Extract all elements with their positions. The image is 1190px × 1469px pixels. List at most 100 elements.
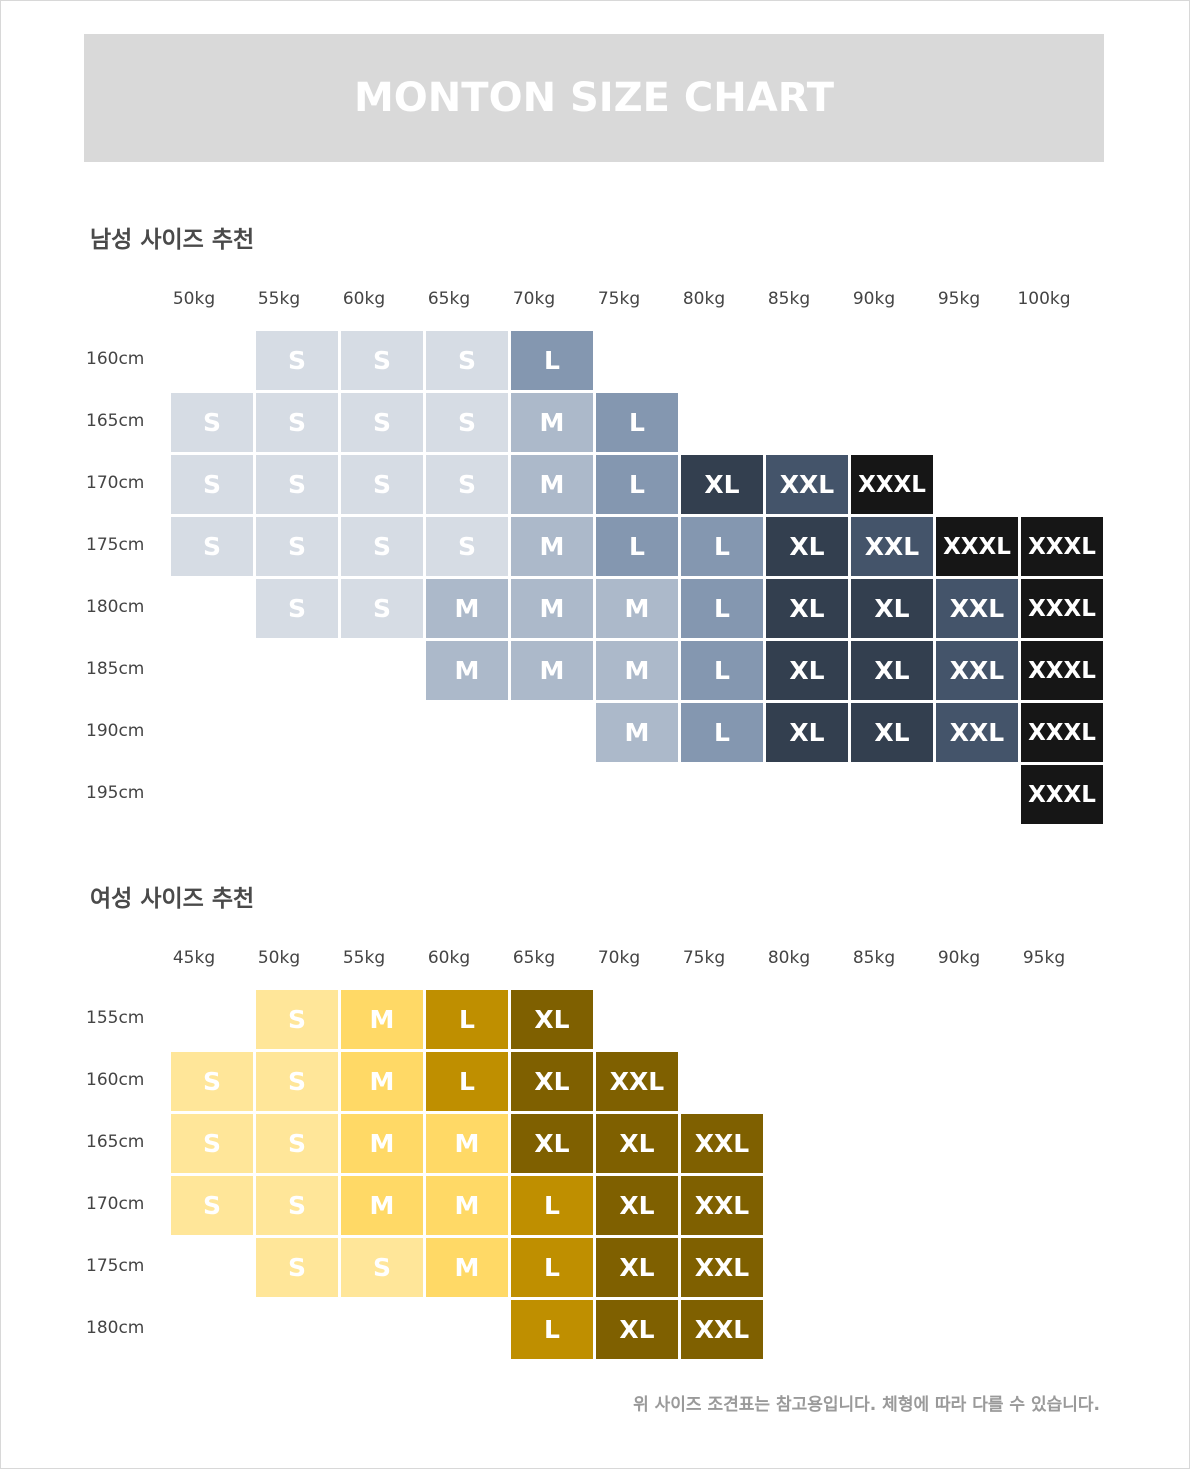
women-height-label: 160cm [86, 1070, 145, 1090]
women-size-cell: M [426, 1176, 508, 1235]
women-weight-label: 85kg [852, 948, 896, 968]
men-size-cell: S [341, 455, 423, 514]
men-size-cell: L [596, 393, 678, 452]
women-size-cell: XXL [681, 1114, 763, 1173]
men-weight-label: 70kg [512, 289, 556, 309]
women-weight-label: 75kg [682, 948, 726, 968]
men-size-cell: XL [766, 703, 848, 762]
women-size-cell: XL [596, 1176, 678, 1235]
men-weight-label: 80kg [682, 289, 726, 309]
men-size-cell: L [681, 703, 763, 762]
women-size-cell: S [171, 1052, 253, 1111]
women-height-label: 180cm [86, 1318, 145, 1338]
men-height-label: 160cm [86, 349, 145, 369]
women-size-cell: XL [596, 1114, 678, 1173]
men-size-cell: L [681, 641, 763, 700]
men-size-cell: XXXL [851, 455, 933, 514]
men-size-cell: M [511, 455, 593, 514]
men-size-cell: S [341, 579, 423, 638]
men-weight-label: 85kg [767, 289, 811, 309]
women-weight-label: 45kg [172, 948, 216, 968]
men-size-cell: M [511, 579, 593, 638]
men-size-cell: S [426, 393, 508, 452]
men-size-cell: S [256, 455, 338, 514]
men-size-cell: M [596, 703, 678, 762]
women-height-label: 165cm [86, 1132, 145, 1152]
men-weight-label: 90kg [852, 289, 896, 309]
men-height-label: 190cm [86, 721, 145, 741]
women-height-label: 170cm [86, 1194, 145, 1214]
women-size-cell: XL [596, 1300, 678, 1359]
women-size-cell: M [426, 1114, 508, 1173]
men-size-cell: S [256, 517, 338, 576]
men-size-cell: M [511, 641, 593, 700]
women-size-cell: S [341, 1238, 423, 1297]
men-size-cell: XL [766, 579, 848, 638]
men-weight-label: 100kg [1017, 289, 1071, 309]
women-size-cell: S [256, 990, 338, 1049]
women-size-cell: S [171, 1176, 253, 1235]
men-size-cell: S [426, 455, 508, 514]
women-size-cell: L [511, 1176, 593, 1235]
women-size-cell: XXL [596, 1052, 678, 1111]
men-size-cell: M [426, 579, 508, 638]
men-weight-label: 95kg [937, 289, 981, 309]
men-size-cell: XL [851, 703, 933, 762]
men-weight-label: 55kg [257, 289, 301, 309]
women-size-cell: S [256, 1176, 338, 1235]
men-size-cell: XXXL [1021, 641, 1103, 700]
men-size-cell: S [256, 579, 338, 638]
women-size-cell: XL [511, 1114, 593, 1173]
men-size-cell: M [426, 641, 508, 700]
men-size-cell: L [681, 579, 763, 638]
men-size-cell: S [426, 517, 508, 576]
men-weight-label: 75kg [597, 289, 641, 309]
men-size-cell: S [341, 517, 423, 576]
women-size-cell: XL [511, 990, 593, 1049]
men-size-cell: M [596, 641, 678, 700]
men-size-cell: XL [851, 579, 933, 638]
women-size-cell: S [256, 1114, 338, 1173]
women-size-cell: M [341, 1176, 423, 1235]
women-size-cell: XXL [681, 1238, 763, 1297]
women-size-cell: S [256, 1238, 338, 1297]
men-size-cell: S [341, 331, 423, 390]
women-weight-label: 80kg [767, 948, 811, 968]
women-height-label: 155cm [86, 1008, 145, 1028]
title-banner: MONTON SIZE CHART [84, 34, 1104, 162]
women-size-cell: L [511, 1238, 593, 1297]
men-size-cell: XL [766, 517, 848, 576]
men-size-cell: L [596, 455, 678, 514]
men-size-cell: XXL [936, 641, 1018, 700]
women-weight-label: 90kg [937, 948, 981, 968]
men-size-cell: XL [681, 455, 763, 514]
men-size-cell: XL [766, 641, 848, 700]
footnote: 위 사이즈 조견표는 참고용입니다. 체형에 따라 다를 수 있습니다. [633, 1395, 1100, 1415]
men-size-cell: XXL [936, 703, 1018, 762]
men-size-cell: XXXL [1021, 579, 1103, 638]
women-size-cell: XL [511, 1052, 593, 1111]
men-size-cell: L [511, 331, 593, 390]
women-size-cell: M [341, 1114, 423, 1173]
men-weight-label: 60kg [342, 289, 386, 309]
men-size-cell: XXL [766, 455, 848, 514]
men-section-title: 남성 사이즈 추천 [90, 227, 255, 253]
men-size-cell: S [426, 331, 508, 390]
men-size-cell: XXL [936, 579, 1018, 638]
women-size-cell: S [171, 1114, 253, 1173]
men-size-cell: XXXL [1021, 765, 1103, 824]
women-weight-label: 95kg [1022, 948, 1066, 968]
men-size-cell: XXXL [936, 517, 1018, 576]
men-size-cell: XXXL [1021, 703, 1103, 762]
men-size-cell: S [171, 455, 253, 514]
women-size-cell: M [426, 1238, 508, 1297]
men-size-cell: M [511, 393, 593, 452]
men-size-cell: M [511, 517, 593, 576]
men-size-cell: XXL [851, 517, 933, 576]
page-title: MONTON SIZE CHART [354, 75, 834, 121]
men-height-label: 170cm [86, 473, 145, 493]
men-size-cell: XL [851, 641, 933, 700]
men-size-cell: M [596, 579, 678, 638]
men-weight-label: 65kg [427, 289, 471, 309]
women-size-cell: L [426, 990, 508, 1049]
